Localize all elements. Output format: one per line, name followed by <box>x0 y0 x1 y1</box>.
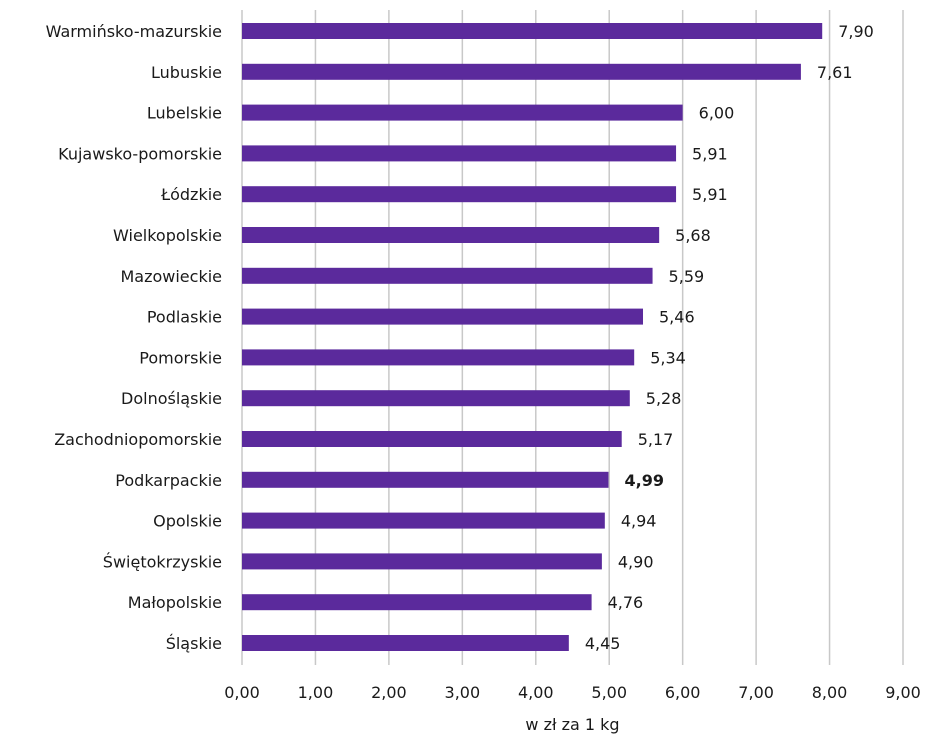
x-tick-label: 1,00 <box>298 683 334 702</box>
bar <box>242 431 622 447</box>
bar <box>242 145 677 162</box>
bar <box>242 471 609 488</box>
data-label: 4,90 <box>618 552 654 571</box>
data-label: 5,91 <box>692 185 728 204</box>
data-label: 5,28 <box>646 389 682 408</box>
x-tick-label: 4,00 <box>518 683 554 702</box>
data-label: 5,46 <box>659 308 695 327</box>
bar <box>242 186 677 203</box>
category-label: Opolskie <box>153 512 222 531</box>
x-axis-title: w zł za 1 kg <box>525 715 619 734</box>
category-label: Małopolskie <box>128 593 222 612</box>
category-label: Łódzkie <box>160 185 222 204</box>
bar <box>242 63 801 80</box>
x-tick-label: 3,00 <box>445 683 481 702</box>
value-labels: 7,90 7,61 6,00 5,91 5,91 5,68 5,59 5,46 5,34 5,28… <box>585 22 874 653</box>
data-label: 5,17 <box>638 430 674 449</box>
data-label: 4,99 <box>624 471 663 490</box>
bar <box>242 390 630 407</box>
category-label: Lubuskie <box>151 63 222 82</box>
data-label: 4,76 <box>608 593 644 612</box>
bar <box>242 267 653 284</box>
bar <box>242 308 644 325</box>
x-tick-label: 9,00 <box>885 683 921 702</box>
category-label: Lubelskie <box>147 104 222 123</box>
category-label: Mazowieckie <box>120 267 222 286</box>
data-label: 4,94 <box>621 512 657 531</box>
category-label: Kujawsko-pomorskie <box>58 144 222 163</box>
x-tick-label: 5,00 <box>591 683 627 702</box>
category-label: Świętokrzyskie <box>103 552 222 571</box>
category-label: Śląskie <box>166 634 222 653</box>
x-tick-labels: 0,00 1,00 2,00 3,00 4,00 5,00 6,00 7,00 8,00 9,00 <box>224 683 921 702</box>
bars <box>242 23 823 651</box>
bar <box>242 512 605 529</box>
data-label: 7,61 <box>817 63 853 82</box>
category-label: Podlaskie <box>147 308 222 327</box>
data-label: 5,34 <box>650 348 686 367</box>
bar <box>242 635 569 651</box>
data-label: 7,90 <box>838 22 874 41</box>
data-label: 5,59 <box>669 267 705 286</box>
bar <box>242 227 660 243</box>
bar <box>242 594 592 611</box>
category-labels: Warmińsko-mazurskie Lubuskie Lubelskie Kuja… <box>46 22 222 653</box>
x-tick-label: 8,00 <box>812 683 848 702</box>
category-label: Dolnośląskie <box>121 389 222 408</box>
x-tick-label: 0,00 <box>224 683 260 702</box>
data-label: 5,68 <box>675 226 711 245</box>
x-tick-label: 7,00 <box>738 683 774 702</box>
x-tick-label: 2,00 <box>371 683 407 702</box>
data-label: 5,91 <box>692 144 728 163</box>
x-tick-label: 6,00 <box>665 683 701 702</box>
bar <box>242 553 602 570</box>
category-label: Zachodniopomorskie <box>54 430 222 449</box>
bar <box>242 23 823 39</box>
bar <box>242 349 635 366</box>
category-label: Warmińsko-mazurskie <box>46 22 222 41</box>
category-label: Podkarpackie <box>115 471 222 490</box>
category-label: Pomorskie <box>139 348 222 367</box>
bar <box>242 104 683 121</box>
data-label: 4,45 <box>585 634 621 653</box>
category-label: Wielkopolskie <box>113 226 222 245</box>
data-label: 6,00 <box>699 104 735 123</box>
